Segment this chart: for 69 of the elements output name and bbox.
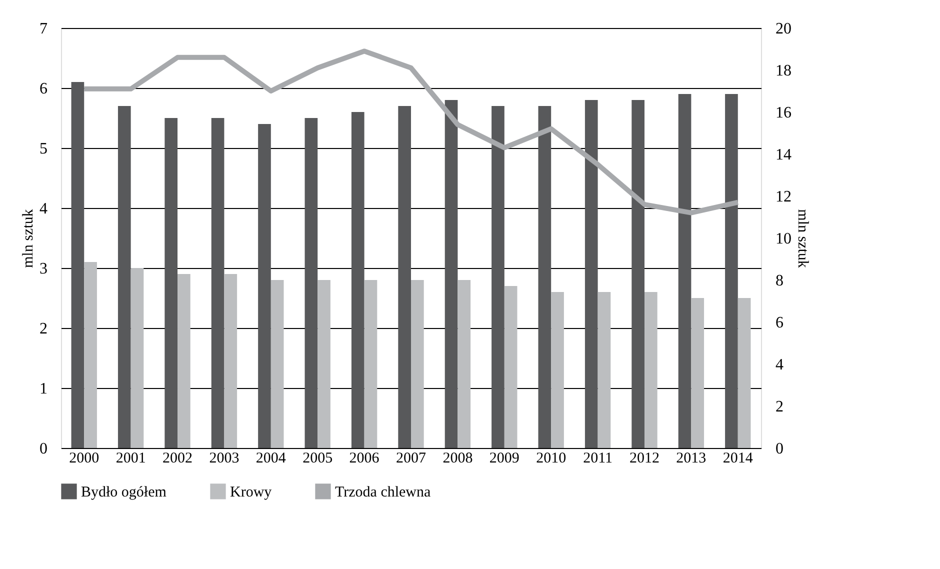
bar (178, 274, 190, 448)
x-tick-label: 2004 (256, 450, 286, 466)
bar (258, 124, 271, 448)
y2-tick-label: 8 (776, 272, 784, 290)
bar (458, 280, 471, 448)
x-tick-label: 2011 (583, 450, 613, 466)
x-tick-label: 2012 (629, 450, 660, 466)
bar (492, 106, 504, 448)
bar (678, 94, 692, 448)
bar (351, 112, 364, 448)
bar (725, 94, 738, 448)
y2-tick-label: 0 (776, 440, 784, 458)
x-tick-label: 2014 (722, 450, 754, 466)
y-tick-label: 0 (40, 440, 48, 458)
bar (598, 292, 611, 448)
bar (318, 280, 330, 448)
bar (411, 280, 424, 448)
legend-label: Krowy (230, 484, 272, 500)
bar (130, 268, 144, 448)
y2-tick-label: 16 (776, 104, 792, 122)
x-tick-label: 2013 (676, 450, 706, 466)
y2-tick-label: 12 (776, 188, 792, 206)
y-axis-title: mln sztuk (20, 208, 36, 268)
x-tick-label: 2000 (69, 450, 100, 466)
bar (504, 286, 518, 448)
y2-axis-title: mln sztuk (794, 209, 810, 268)
bar (691, 298, 704, 448)
x-tick-label: 2001 (116, 450, 146, 466)
y-tick-label: 7 (40, 20, 48, 38)
y-tick-label: 1 (40, 380, 48, 398)
x-tick-label: 2007 (396, 450, 426, 466)
x-tick-label: 2005 (302, 450, 333, 466)
x-tick-label: 2010 (536, 450, 566, 466)
bar (632, 100, 644, 448)
bar (551, 292, 564, 448)
y2-tick-label: 20 (776, 20, 792, 38)
bar (71, 82, 84, 448)
x-tick-label: 2008 (442, 450, 473, 466)
x-tick-label: 2006 (349, 450, 380, 466)
bar (84, 262, 97, 448)
bar (211, 118, 224, 448)
legend-label: Bydło ogółem (81, 484, 167, 500)
bar (644, 292, 658, 448)
bar (270, 280, 284, 448)
y2-tick-label: 2 (776, 398, 784, 416)
bar (364, 280, 378, 448)
bar (224, 274, 238, 448)
bar (538, 106, 552, 448)
bar (304, 118, 318, 448)
legend-label: Trzoda chlewna (335, 484, 432, 500)
y-tick-label: 4 (40, 200, 48, 218)
bar (164, 118, 178, 448)
y2-tick-label: 10 (776, 230, 792, 248)
bar (444, 100, 458, 448)
y2-tick-label: 18 (776, 62, 792, 80)
y-tick-label: 3 (40, 260, 48, 278)
y2-tick-label: 4 (776, 356, 784, 374)
y2-tick-label: 6 (776, 314, 784, 332)
bar (738, 298, 751, 448)
y2-tick-label: 14 (776, 146, 792, 164)
y-tick-label: 2 (40, 320, 48, 338)
y-tick-label: 6 (40, 80, 48, 98)
x-tick-label: 2002 (162, 450, 193, 466)
bar (584, 100, 598, 448)
bar (118, 106, 131, 448)
bar (398, 106, 411, 448)
y-tick-label: 5 (40, 140, 48, 158)
x-tick-label: 2009 (489, 450, 520, 466)
x-tick-label: 2003 (209, 450, 240, 466)
